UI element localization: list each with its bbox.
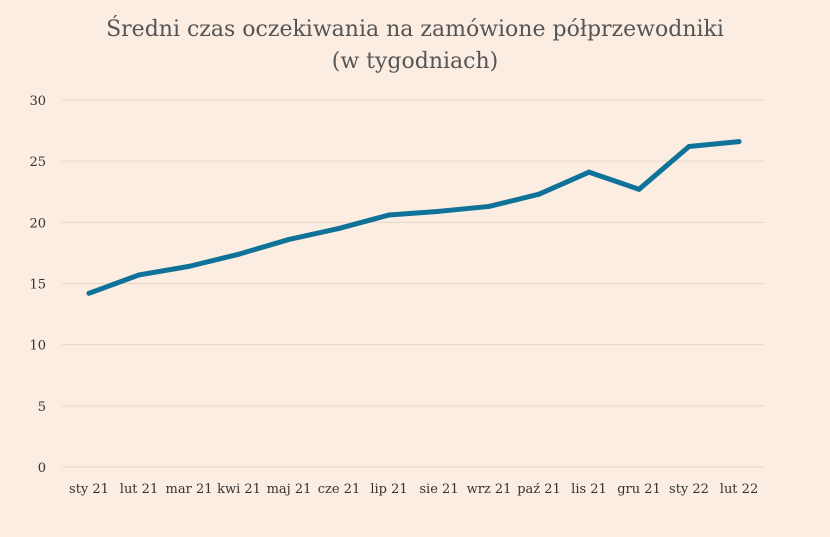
x-tick-label: maj 21	[267, 482, 312, 497]
x-tick-label: gru 21	[617, 482, 661, 497]
x-tick-label: lis 21	[571, 482, 607, 497]
x-tick-label: paź 21	[517, 482, 561, 497]
y-tick-label: 30	[29, 94, 46, 109]
data-point	[286, 236, 292, 242]
data-point	[586, 169, 592, 175]
data-point	[636, 186, 642, 192]
y-tick-label: 25	[29, 155, 46, 170]
x-tick-label: lut 22	[720, 482, 758, 497]
chart-title: Średni czas oczekiwania na zamówione pół…	[106, 17, 724, 42]
y-tick-label: 5	[38, 400, 46, 415]
x-tick-label: sty 22	[669, 482, 709, 497]
x-tick-label: mar 21	[166, 482, 213, 497]
data-point	[686, 143, 692, 149]
series-line	[86, 139, 742, 296]
data-point	[236, 251, 242, 257]
data-point	[436, 208, 442, 214]
x-tick-label: kwi 21	[217, 482, 261, 497]
x-tick-label: lip 21	[370, 482, 407, 497]
data-point	[736, 139, 742, 145]
data-point	[336, 225, 342, 231]
x-tick-label: lut 21	[120, 482, 158, 497]
data-point	[486, 203, 492, 209]
x-tick-label: wrz 21	[467, 482, 512, 497]
y-tick-label: 20	[29, 216, 46, 231]
data-point	[86, 290, 92, 296]
y-tick-label: 10	[29, 339, 46, 354]
x-tick-label: sie 21	[419, 482, 458, 497]
chart-subtitle: (w tygodniach)	[331, 49, 499, 74]
data-point	[386, 212, 392, 218]
x-tick-label: cze 21	[318, 482, 361, 497]
chart-title-block: Średni czas oczekiwania na zamówione pół…	[0, 14, 830, 78]
data-point	[186, 263, 192, 269]
data-point	[536, 191, 542, 197]
x-tick-label: sty 21	[69, 482, 109, 497]
y-tick-label: 0	[38, 461, 46, 476]
data-point	[136, 272, 142, 278]
y-tick-label: 15	[29, 278, 46, 293]
